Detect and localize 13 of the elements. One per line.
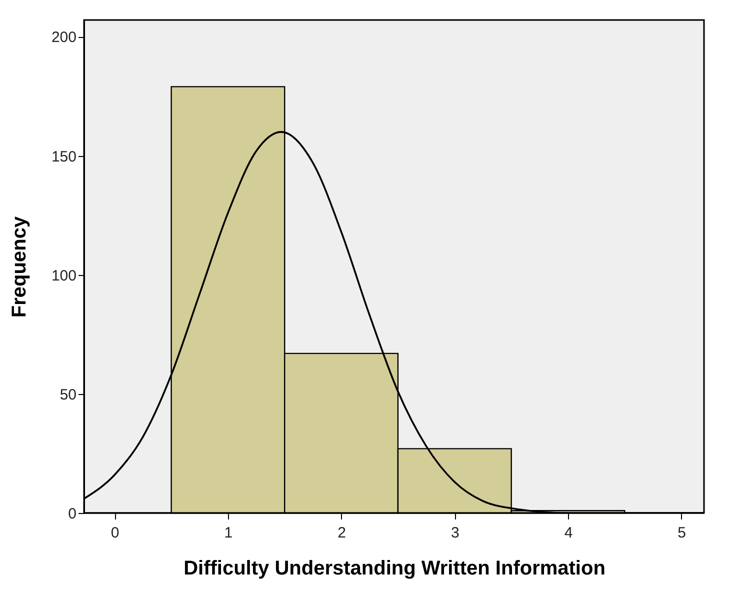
- y-tick-label: 0: [68, 506, 76, 522]
- x-tick-label: 0: [110, 524, 120, 542]
- x-tick-label: 1: [224, 524, 233, 542]
- y-tick-label: 50: [60, 386, 76, 404]
- x-tick-label: 2: [338, 524, 346, 542]
- y-tick-label: 150: [51, 148, 76, 166]
- x-tick-label: 4: [564, 524, 573, 542]
- y-tick-label: 200: [51, 29, 76, 46]
- y-tick-label: 100: [51, 267, 76, 284]
- y-axis-title: Frequency: [8, 216, 30, 318]
- x-tick-label: 3: [450, 524, 460, 542]
- x-tick-label: 5: [678, 524, 686, 542]
- x-axis-title: Difficulty Understanding Written Information: [184, 558, 606, 580]
